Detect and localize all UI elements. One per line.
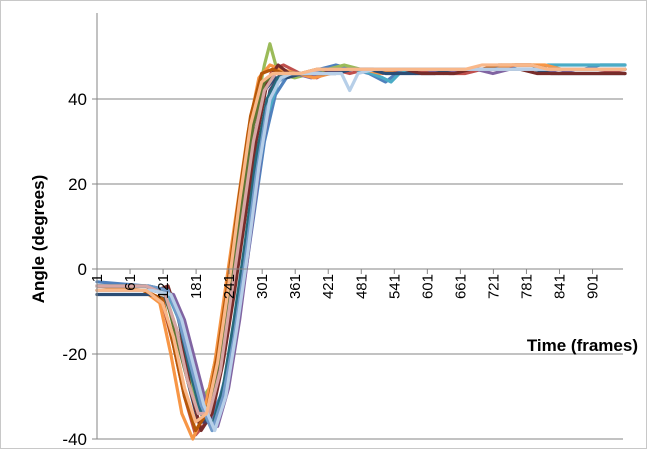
x-tick-label: 61	[122, 274, 139, 291]
series-line	[95, 67, 627, 428]
series-line	[95, 67, 627, 424]
y-tick-label: 20	[68, 175, 87, 194]
x-tick-label: 721	[485, 274, 502, 299]
x-tick-label: 121	[155, 274, 172, 299]
tick-labels: -40 -20 0 20 40 1 61 121 181 241 301 361 421 481 541 60…	[62, 90, 601, 448]
x-tick-label: 481	[353, 274, 370, 299]
y-tick-label: -20	[62, 345, 87, 364]
x-tick-label: 361	[287, 274, 304, 299]
y-tick-label: 0	[78, 260, 87, 279]
x-tick-label: 781	[518, 274, 535, 299]
series-line	[95, 63, 627, 424]
x-tick-label: 901	[585, 274, 602, 299]
x-tick-label: 541	[386, 274, 403, 299]
x-tick-label: 661	[452, 274, 469, 299]
y-tick-label: 40	[68, 90, 87, 109]
x-tick-label: 601	[419, 274, 436, 299]
y-axis-title: Angle (degrees)	[29, 175, 48, 303]
x-tick-label: 841	[551, 274, 568, 299]
series-line	[95, 67, 627, 433]
axes	[92, 13, 623, 440]
series-line	[95, 63, 627, 424]
series-line	[95, 67, 627, 428]
series-line	[95, 63, 627, 441]
series-group	[95, 42, 627, 441]
x-tick-label: 241	[221, 274, 238, 299]
x-tick-label: 301	[254, 274, 271, 299]
x-axis-title: Time (frames)	[527, 336, 638, 355]
x-tick-label: 181	[188, 274, 205, 299]
y-tick-label: -40	[62, 430, 87, 448]
x-tick-label: 421	[320, 274, 337, 299]
x-tick-label: 1	[89, 274, 106, 282]
series-line	[95, 67, 627, 424]
